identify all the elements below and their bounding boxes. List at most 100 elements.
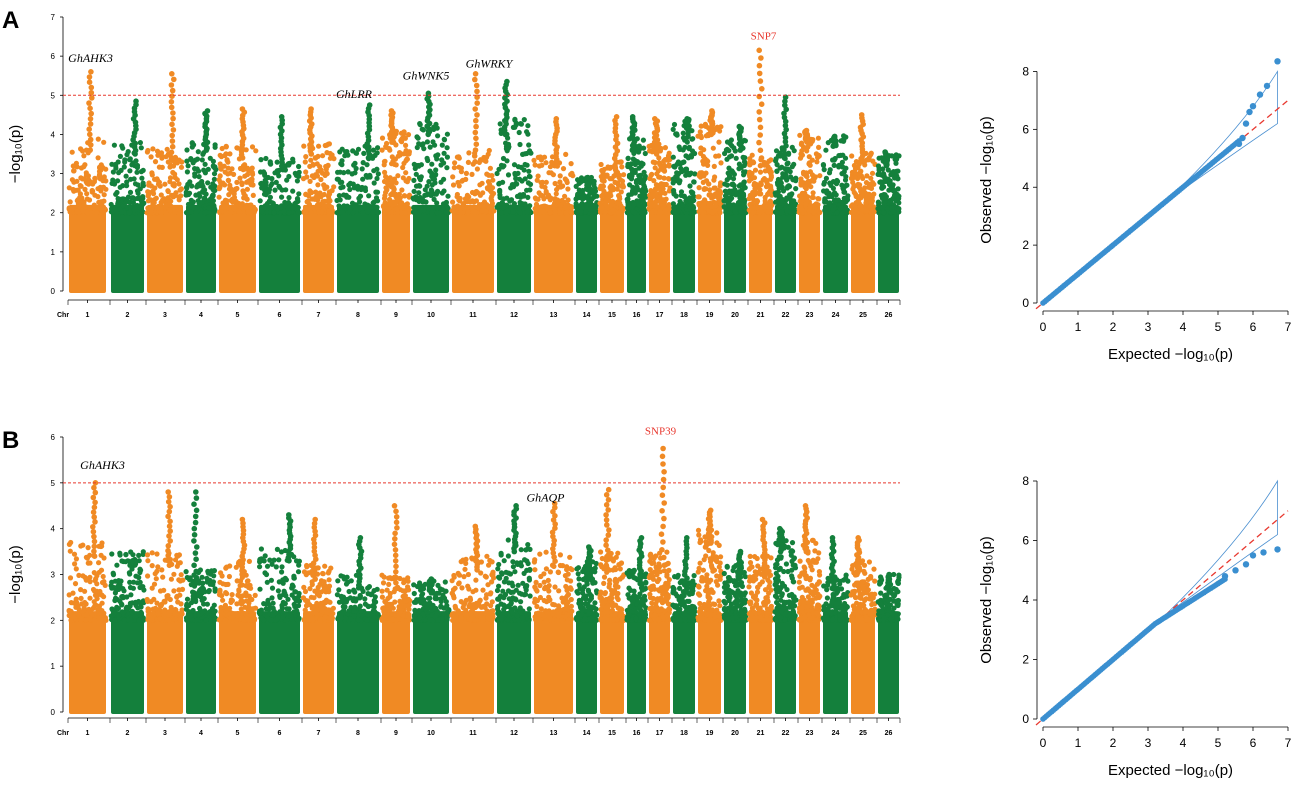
snp-point: [202, 161, 208, 167]
snp-point: [722, 188, 729, 194]
snp-point: [557, 184, 564, 190]
snp-point: [145, 606, 151, 612]
snp-point: [625, 202, 631, 208]
snp-point: [383, 185, 389, 191]
snp-point: [568, 161, 574, 167]
snp-point: [306, 193, 312, 199]
snp-point: [888, 172, 894, 178]
snp-point: [697, 174, 704, 180]
snp-point: [451, 165, 457, 171]
snp-point: [73, 566, 79, 572]
snp-point: [100, 184, 107, 190]
snp-point: [352, 203, 358, 209]
snp-point-peak: [88, 110, 94, 117]
snp-point: [680, 202, 686, 208]
snp-point: [236, 208, 242, 215]
snp-point: [303, 209, 309, 215]
snp-point: [137, 186, 143, 192]
snp-point: [380, 204, 387, 210]
snp-point: [411, 177, 417, 183]
snp-point: [433, 167, 439, 173]
snp-point: [522, 176, 528, 182]
snp-point: [117, 184, 123, 190]
snp-point-peak: [166, 562, 173, 569]
snp-point: [424, 192, 430, 198]
snp-point-peak: [167, 528, 173, 534]
snp-point-peak: [471, 153, 478, 159]
snp-point-peak: [759, 86, 765, 92]
snp-point: [526, 142, 532, 148]
x-tick-label-chr-12: 12: [510, 312, 518, 319]
snp-point: [791, 208, 797, 214]
snp-point: [732, 148, 738, 154]
snp-point: [149, 563, 155, 569]
snp-point: [810, 209, 817, 215]
snp-point: [184, 169, 190, 175]
snp-point: [202, 210, 208, 216]
snp-point: [591, 192, 597, 198]
snp-point: [472, 209, 478, 215]
snp-point: [138, 145, 144, 151]
snp-point: [96, 168, 103, 175]
snp-point: [190, 596, 196, 602]
snp-point-peak: [831, 133, 838, 140]
snp-point: [702, 186, 708, 192]
snp-point: [843, 165, 849, 171]
chr-13-body: [534, 204, 573, 293]
snp-point: [285, 200, 292, 206]
snp-point-peak: [736, 123, 743, 130]
snp-point: [531, 157, 537, 163]
snp-point-peak: [88, 84, 95, 91]
snp-point: [790, 177, 796, 183]
snp-point: [140, 549, 146, 555]
snp-point: [599, 205, 605, 212]
snp-point: [165, 202, 171, 208]
qq-point-top: [1242, 120, 1250, 127]
snp-point: [848, 203, 854, 209]
snp-point: [713, 153, 719, 159]
snp-point-peak: [585, 174, 591, 181]
snp-point: [600, 183, 606, 189]
snp-point: [793, 186, 799, 192]
snp-point: [718, 160, 724, 166]
snp-point-peak: [91, 553, 98, 559]
snp-point-peak: [90, 524, 96, 530]
snp-point: [96, 615, 102, 621]
qq-y-tick-label: 2: [1022, 238, 1029, 252]
snp-point: [131, 579, 137, 585]
snp-point-peak: [193, 489, 199, 495]
x-tick-label-chr-5: 5: [236, 312, 240, 319]
snp-point: [184, 184, 190, 190]
snp-point: [801, 145, 807, 151]
snp-point: [621, 172, 627, 178]
snp-point: [66, 185, 72, 191]
snp-point: [726, 210, 733, 216]
snp-point: [99, 208, 106, 214]
snp-point: [155, 611, 161, 617]
snp-point: [685, 196, 692, 202]
y-axis-label: −log₁₀(p): [7, 125, 24, 183]
snp-point-peak: [87, 131, 93, 138]
snp-point: [820, 162, 827, 168]
snp-point: [403, 170, 409, 176]
snp-point: [184, 596, 191, 602]
snp-point: [866, 184, 872, 190]
snp-point-peak: [756, 139, 762, 146]
snp-point: [187, 179, 193, 185]
snp-point: [94, 210, 100, 216]
snp-point: [438, 179, 444, 185]
snp-point: [553, 191, 559, 197]
snp-point: [183, 569, 189, 575]
snp-point: [860, 207, 866, 213]
snp-point: [79, 176, 86, 182]
y-tick-label: 4: [51, 525, 56, 534]
snp-point: [100, 573, 106, 580]
snp-point: [657, 208, 663, 214]
snp-point: [155, 564, 161, 570]
snp-point: [208, 617, 214, 623]
y-tick-label: 3: [51, 571, 56, 580]
snp-point: [690, 136, 696, 142]
snp-point: [661, 168, 668, 174]
snp-point: [370, 147, 376, 153]
